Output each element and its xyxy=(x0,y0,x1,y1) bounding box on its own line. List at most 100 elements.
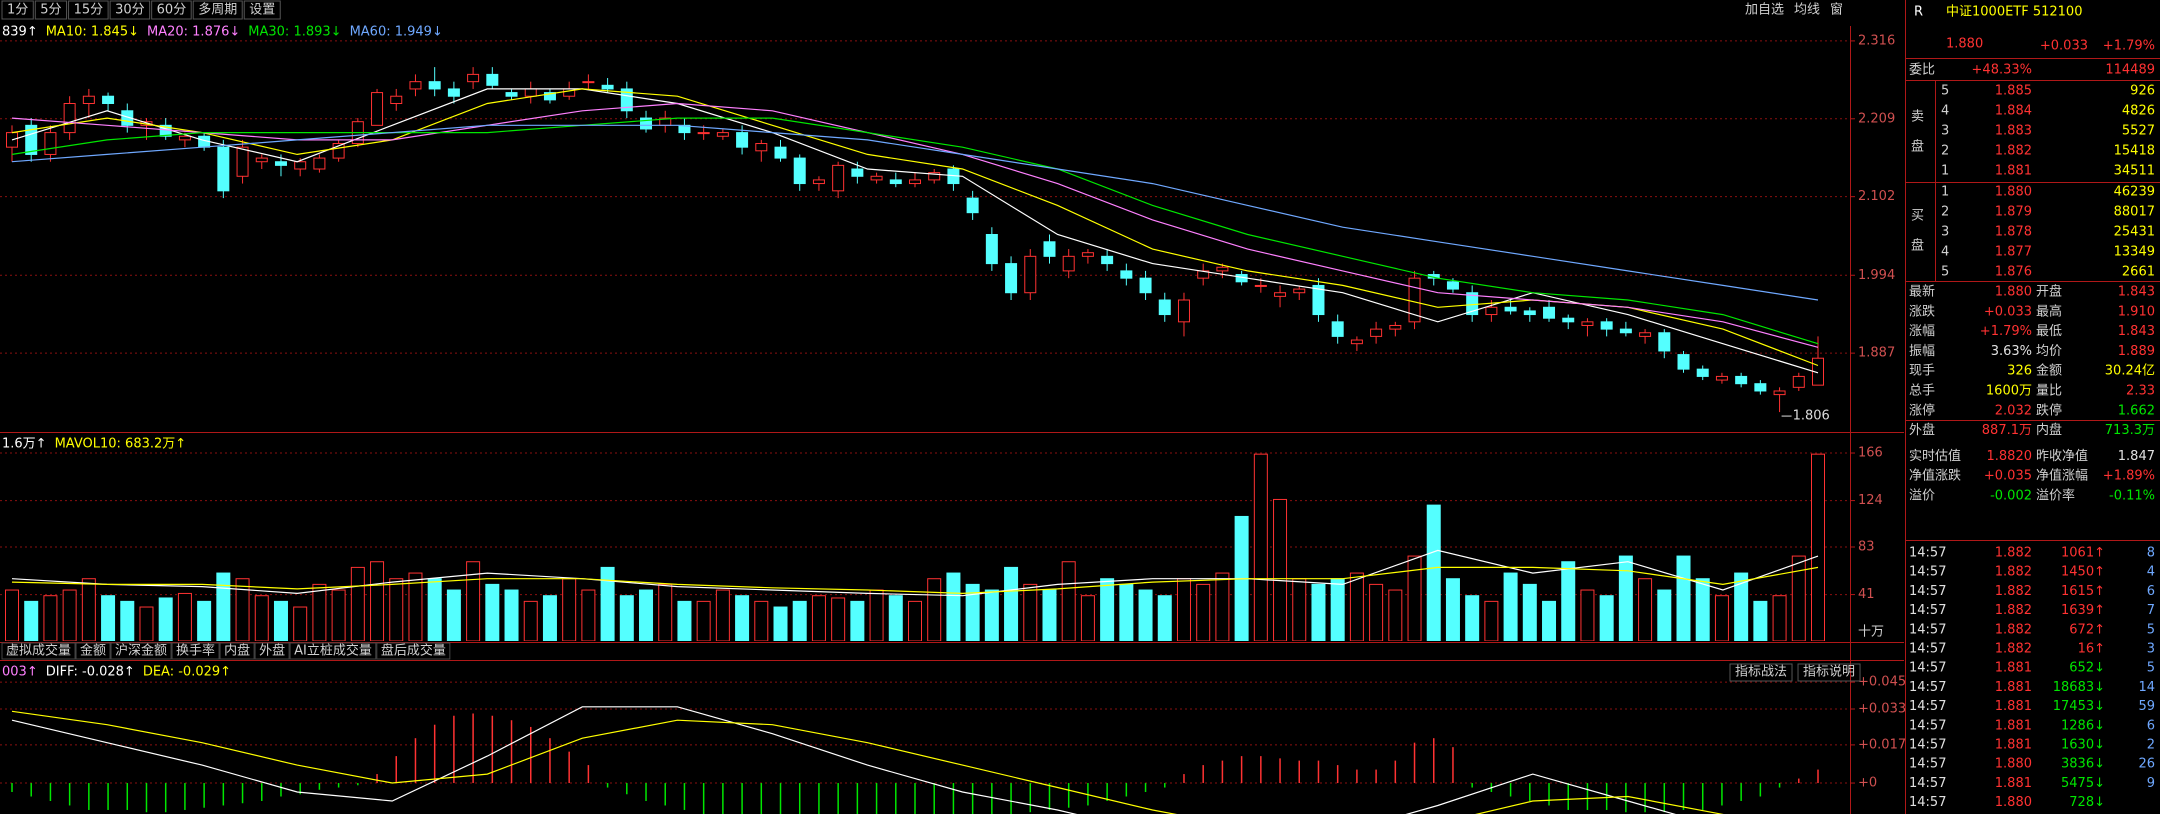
book-level: 4 xyxy=(1941,104,1949,119)
volume-bar xyxy=(965,583,980,641)
volume-tab[interactable] xyxy=(376,642,451,660)
y-tick-label: 83 xyxy=(1858,540,1875,555)
volume-tab-label: AI立桩成交量 xyxy=(294,643,372,659)
volume-tab[interactable] xyxy=(254,642,290,660)
period-button-label: 60分 xyxy=(157,3,187,18)
period-button[interactable] xyxy=(109,0,151,20)
tick-time: 14:57 xyxy=(1909,795,1946,810)
tick-count: 26 xyxy=(2138,757,2155,772)
volume-tab[interactable] xyxy=(219,642,255,660)
volume-bar xyxy=(581,589,596,641)
candle-body xyxy=(601,84,614,90)
candle-body xyxy=(428,81,441,90)
book-level: 2 xyxy=(1941,144,1949,159)
volume-bar xyxy=(1369,583,1384,641)
candle-body xyxy=(1485,306,1498,316)
volume-bar xyxy=(312,583,327,641)
tick-volume: 17453↓ xyxy=(2053,699,2105,714)
book-price: 1.878 xyxy=(1995,225,2032,240)
stat-label: 最低 xyxy=(2036,324,2062,339)
candle-body xyxy=(409,81,422,90)
volume-bar xyxy=(792,600,807,641)
indicator-button-label: 指标说明 xyxy=(1803,665,1855,680)
period-button[interactable] xyxy=(34,0,68,20)
toolbar-action[interactable]: 均线 xyxy=(1794,3,1820,18)
volume-bar xyxy=(1522,583,1537,641)
volume-bar xyxy=(1695,578,1710,641)
side-label: 卖 xyxy=(1911,110,1924,125)
book-volume: 2661 xyxy=(2122,265,2155,280)
price-change-pct: +1.79% xyxy=(2103,39,2155,54)
stat-value: +0.035 xyxy=(1984,469,2032,484)
legend-entry: DIFF: -0.028↑ xyxy=(46,665,135,680)
volume-bar xyxy=(427,578,442,641)
tick-price: 1.882 xyxy=(1995,642,2032,657)
candle-body xyxy=(1274,292,1287,297)
volume-tab[interactable] xyxy=(75,642,111,660)
volume-bar xyxy=(850,600,865,641)
volume-bar xyxy=(350,566,365,641)
y-tick-label: 41 xyxy=(1858,587,1875,602)
volume-bar xyxy=(811,595,826,641)
indicator-line xyxy=(11,117,1819,345)
stat-label: 均价 xyxy=(2036,344,2062,359)
volume-tab[interactable] xyxy=(171,642,220,660)
volume-bar xyxy=(235,578,250,641)
volume-bar xyxy=(523,600,538,641)
volume-bar xyxy=(639,589,654,641)
candle-body xyxy=(486,73,499,86)
volume-bar xyxy=(273,600,288,641)
book-price: 1.876 xyxy=(1995,265,2032,280)
volume-bar xyxy=(1273,498,1288,641)
tick-price: 1.881 xyxy=(1995,699,2032,714)
toolbar-action[interactable]: 窗 xyxy=(1830,2,1843,18)
tick-volume: 672↑ xyxy=(2069,622,2105,637)
candle-body xyxy=(1312,284,1325,316)
candle-body xyxy=(928,172,941,181)
tick-count: 59 xyxy=(2138,699,2155,714)
period-button[interactable] xyxy=(192,0,243,20)
volume-bar xyxy=(81,578,96,641)
volume-bar xyxy=(1196,583,1211,641)
tick-time: 14:57 xyxy=(1909,699,1946,714)
period-button[interactable] xyxy=(68,0,109,20)
tick-count: 3 xyxy=(2147,642,2155,657)
indicator-button[interactable] xyxy=(1729,663,1793,682)
period-button[interactable] xyxy=(151,0,192,20)
volume-bar xyxy=(1599,595,1614,641)
volume-bar xyxy=(101,595,116,641)
book-volume: 15418 xyxy=(2114,144,2155,159)
volume-bar xyxy=(1503,572,1518,641)
indicator-button[interactable] xyxy=(1797,663,1861,682)
volume-tab[interactable] xyxy=(1,642,76,660)
indicator-line xyxy=(11,88,1819,374)
period-button-label: 设置 xyxy=(249,3,275,18)
stat-value: 1.847 xyxy=(2118,449,2155,464)
volume-tab[interactable] xyxy=(289,642,377,660)
candle-body xyxy=(1773,390,1786,396)
period-button[interactable] xyxy=(1,0,34,20)
candle-body xyxy=(371,92,384,126)
low-label: 1.806 xyxy=(1793,409,1830,424)
book-price: 1.879 xyxy=(1995,205,2032,220)
volume-tab[interactable] xyxy=(110,642,172,660)
volume-bar xyxy=(1580,589,1595,641)
candle-body xyxy=(102,95,115,104)
candle-body xyxy=(812,179,825,185)
period-button[interactable] xyxy=(243,0,281,20)
volume-bar xyxy=(43,595,58,641)
tick-time: 14:57 xyxy=(1909,718,1946,733)
volume-bar xyxy=(1426,504,1441,641)
candle-body xyxy=(1062,255,1075,272)
volume-bar xyxy=(888,595,903,641)
volume-bar xyxy=(254,595,269,641)
stat-value: 2.33 xyxy=(2126,384,2155,399)
volume-bar xyxy=(542,595,557,641)
tick-time: 14:57 xyxy=(1909,584,1946,599)
toolbar-action[interactable]: 加自选 xyxy=(1745,3,1784,18)
volume-bar xyxy=(1811,453,1825,641)
book-price: 1.885 xyxy=(1995,84,2032,99)
candle-body xyxy=(178,135,191,141)
